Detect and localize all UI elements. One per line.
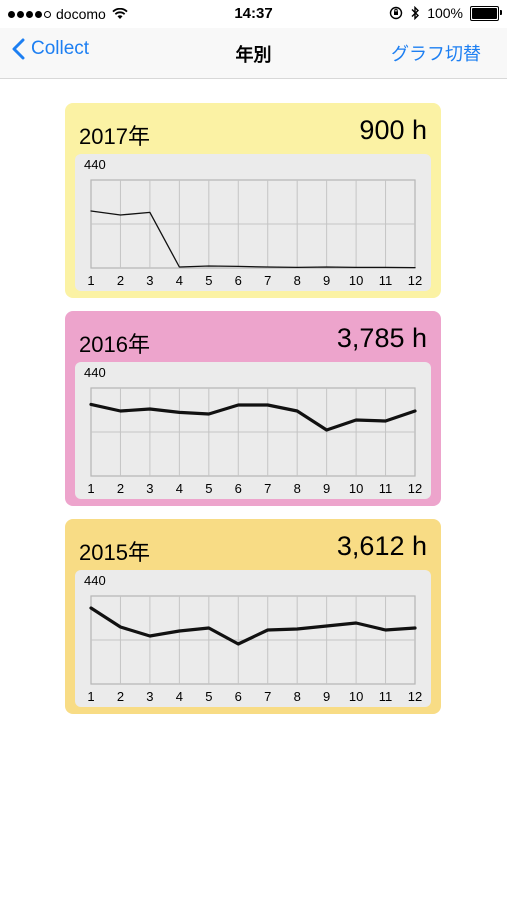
- status-time: 14:37: [234, 5, 273, 22]
- x-tick-label: 5: [205, 481, 212, 496]
- card-year-label: 2015年: [79, 540, 150, 565]
- x-tick-label: 9: [323, 273, 330, 288]
- line-chart: 440 1 2 3 4 5 6 7 8 9 10 11 12: [75, 570, 431, 707]
- bluetooth-icon: [411, 6, 420, 20]
- y-axis-max-label: 440: [84, 157, 106, 172]
- x-tick-label: 10: [349, 481, 363, 496]
- status-left: docomo: [8, 6, 128, 22]
- x-tick-label: 6: [235, 689, 242, 704]
- series-line: [89, 606, 417, 646]
- x-tick-label: 8: [294, 481, 301, 496]
- line-chart: 440 1 2 3 4 5 6 7 8 9 10 11 12: [75, 154, 431, 291]
- x-tick-label: 11: [379, 481, 393, 496]
- orientation-lock-icon: [389, 6, 403, 20]
- line-chart: 440 1 2 3 4 5 6 7 8 9 10 11 12: [75, 362, 431, 499]
- x-tick-label: 4: [176, 273, 183, 288]
- year-card-2015[interactable]: 2015年 3,612 h 440 1 2 3 4 5 6 7 8 9 10 11 12: [65, 519, 441, 714]
- card-total-hours: 3,612 h: [336, 531, 427, 561]
- series-line: [90, 210, 416, 269]
- series-line: [89, 402, 417, 432]
- x-tick-label: 10: [349, 689, 363, 704]
- wifi-icon: [112, 8, 128, 19]
- x-tick-label: 9: [323, 689, 330, 704]
- chevron-left-icon: [12, 38, 25, 60]
- x-tick-label: 1: [87, 273, 94, 288]
- x-tick-label: 5: [205, 689, 212, 704]
- graph-switch-button[interactable]: グラフ切替: [391, 44, 481, 64]
- x-tick-label: 1: [87, 481, 94, 496]
- back-button[interactable]: Collect: [12, 38, 89, 60]
- card-year-label: 2017年: [79, 124, 150, 149]
- x-tick-label: 10: [349, 273, 363, 288]
- x-tick-label: 12: [408, 481, 422, 496]
- status-bar: docomo 14:37 100%: [0, 0, 507, 28]
- card-year-label: 2016年: [79, 332, 150, 357]
- x-tick-label: 12: [408, 273, 422, 288]
- y-axis-max-label: 440: [84, 365, 106, 380]
- x-tick-label: 1: [87, 689, 94, 704]
- x-tick-label: 8: [294, 689, 301, 704]
- x-tick-label: 6: [235, 481, 242, 496]
- x-tick-label: 2: [117, 481, 124, 496]
- back-button-label: Collect: [31, 38, 90, 59]
- x-tick-label: 12: [408, 689, 422, 704]
- battery-icon: [470, 5, 502, 21]
- year-card-2016[interactable]: 2016年 3,785 h 440 1 2 3 4 5 6 7 8 9 10 11 12: [65, 311, 441, 506]
- x-tick-label: 2: [117, 689, 124, 704]
- x-tick-label: 6: [235, 273, 242, 288]
- x-tick-label: 4: [176, 481, 183, 496]
- year-card-list: 2017年 900 h 440 1 2 3 4 5 6 7 8 9 10 11 12 2016年 3,7…: [65, 103, 441, 727]
- x-tick-label: 11: [379, 273, 393, 288]
- x-tick-label: 11: [379, 689, 393, 704]
- x-tick-label: 3: [146, 689, 153, 704]
- navigation-bar: Collect 年別 グラフ切替: [0, 28, 507, 79]
- x-tick-label: 3: [146, 481, 153, 496]
- x-tick-label: 8: [294, 273, 301, 288]
- x-tick-label: 5: [205, 273, 212, 288]
- page-title: 年別: [235, 45, 272, 65]
- x-tick-label: 7: [264, 273, 271, 288]
- card-total-hours: 3,785 h: [336, 323, 427, 353]
- x-tick-label: 7: [264, 689, 271, 704]
- y-axis-max-label: 440: [84, 573, 106, 588]
- battery-percent: 100%: [427, 5, 463, 21]
- year-card-2017[interactable]: 2017年 900 h 440 1 2 3 4 5 6 7 8 9 10 11 12: [65, 103, 441, 298]
- x-tick-label: 2: [117, 273, 124, 288]
- x-tick-label: 7: [264, 481, 271, 496]
- x-tick-label: 4: [176, 689, 183, 704]
- carrier-name: docomo: [56, 6, 106, 22]
- card-total-hours: 900 h: [359, 115, 427, 145]
- x-tick-label: 9: [323, 481, 330, 496]
- x-tick-label: 3: [146, 273, 153, 288]
- signal-strength-icon: [8, 10, 51, 18]
- status-right: 100%: [389, 5, 502, 21]
